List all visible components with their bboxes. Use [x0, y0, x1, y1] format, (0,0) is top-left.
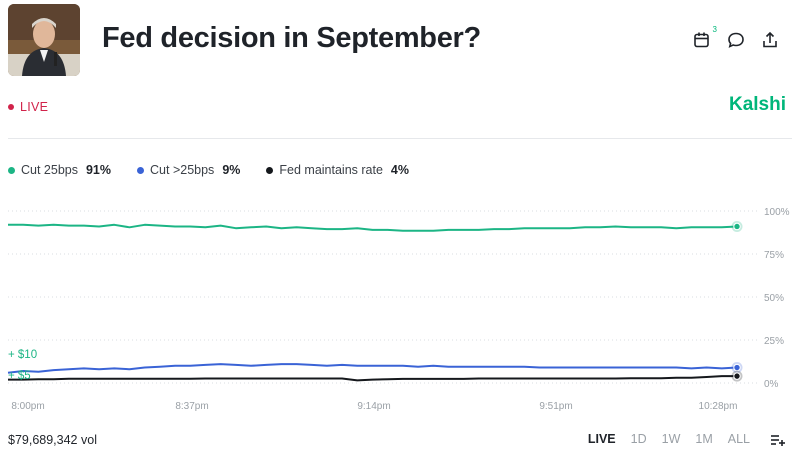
legend-value: 9% [222, 163, 241, 177]
annotation-label: + $5 [8, 370, 31, 382]
endpoint-marker [733, 363, 741, 372]
volume-label: $79,689,342 vol [8, 433, 97, 447]
x-tick-label: 9:51pm [539, 401, 572, 412]
legend-label: Fed maintains rate [279, 163, 383, 177]
legend-value: 4% [390, 163, 409, 177]
series-line [8, 375, 737, 382]
price-chart[interactable]: 100% 75% 50% 25% 0% 8:00pm 8:37pm 9:14pm 9:51pm 1… [0, 195, 800, 417]
y-tick-label: 25% [764, 336, 784, 347]
series-line [8, 223, 738, 232]
y-tick-label: 50% [764, 293, 784, 304]
market-image [8, 4, 80, 76]
brand-logo[interactable]: Kalshi [728, 94, 786, 115]
legend-label: Cut >25bps [150, 163, 215, 177]
legend-dot [266, 166, 274, 174]
range-live[interactable]: LIVE [587, 432, 616, 446]
legend-label: Cut 25bps [21, 163, 78, 177]
x-tick-label: 8:37pm [175, 401, 208, 412]
live-dot [8, 104, 14, 110]
x-tick-label: 8:00pm [11, 401, 44, 412]
legend-item-fed-maintains-rate[interactable]: Fed maintains rate 4% [266, 163, 409, 177]
divider [8, 138, 792, 139]
legend-dot [137, 166, 145, 174]
legend-item-cut-gt-25bps[interactable]: Cut >25bps 9% [137, 163, 240, 177]
header-actions: 3 [692, 25, 780, 50]
chart-legend: Cut 25bps 91% Cut >25bps 9% Fed maintain… [8, 163, 409, 177]
range-all[interactable]: ALL [727, 432, 750, 446]
time-range-selector: LIVE 1D 1W 1M ALL [588, 432, 750, 446]
endpoint-marker [733, 372, 741, 380]
live-indicator: LIVE [8, 100, 48, 114]
range-1d[interactable]: 1D [630, 432, 647, 446]
calendar-icon[interactable]: 3 [692, 25, 717, 50]
live-label: LIVE [20, 100, 49, 114]
legend-value: 91% [85, 163, 112, 177]
series-line [7, 363, 738, 374]
x-tick-label: 9:14pm [357, 401, 390, 412]
page-title: Fed decision in September? [102, 22, 481, 54]
notification-count: 3 [712, 25, 717, 34]
range-1w[interactable]: 1W [661, 432, 681, 446]
legend-item-cut-25bps[interactable]: Cut 25bps 91% [8, 163, 111, 177]
endpoint-marker [733, 222, 741, 231]
y-tick-label: 75% [764, 250, 784, 261]
y-tick-label: 0% [764, 379, 779, 390]
share-icon[interactable] [760, 30, 780, 50]
annotation-label: + $10 [8, 349, 37, 361]
range-1m[interactable]: 1M [695, 432, 713, 446]
legend-dot [8, 166, 15, 174]
add-to-list-icon[interactable] [770, 433, 786, 447]
x-tick-label: 10:28pm [699, 401, 738, 412]
comment-icon[interactable] [726, 30, 746, 50]
y-tick-label: 100% [764, 207, 790, 218]
